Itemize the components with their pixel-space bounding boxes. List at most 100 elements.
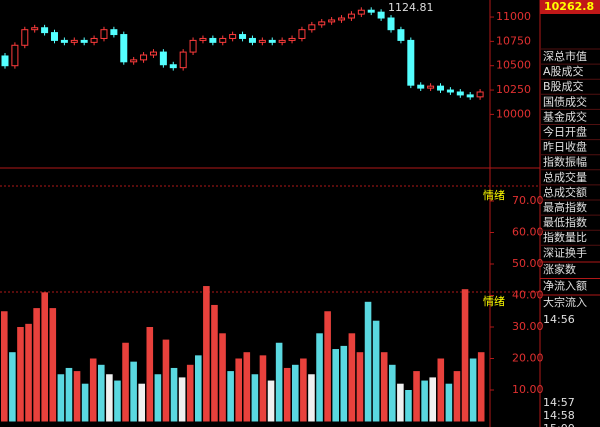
bar xyxy=(49,308,57,422)
stat-label: 最低指数 xyxy=(543,215,587,229)
candle-body xyxy=(60,39,68,43)
bar xyxy=(356,352,364,422)
bar xyxy=(170,367,178,422)
bar xyxy=(275,342,283,422)
bar xyxy=(203,286,210,422)
candle-body xyxy=(258,39,266,43)
bar xyxy=(364,301,372,422)
y-tick-label: 70.00 xyxy=(512,194,544,207)
bar xyxy=(477,352,485,422)
stat-label: 总成交额 xyxy=(543,185,587,199)
candle-body xyxy=(41,27,49,34)
stat-label: B股成交 xyxy=(543,79,584,93)
candle-body xyxy=(219,37,227,43)
bar xyxy=(57,374,65,422)
candle-body xyxy=(308,24,316,31)
candle-body xyxy=(268,39,276,43)
bar xyxy=(348,333,356,422)
bar xyxy=(9,352,16,422)
y-tick-label: 10.00 xyxy=(512,383,544,396)
candle-body xyxy=(338,17,346,21)
candle-body xyxy=(31,27,39,31)
pane-label: 情绪 xyxy=(483,188,505,202)
bar xyxy=(389,364,396,422)
bar xyxy=(405,390,412,422)
bar xyxy=(154,374,162,422)
stat-label: 深证换手 xyxy=(543,245,587,259)
candle-body xyxy=(387,17,395,31)
annotation: 1124.81 xyxy=(388,1,434,14)
y-tick-label: 50.00 xyxy=(512,257,544,270)
candle-body xyxy=(90,37,98,43)
stat-label: 国债成交 xyxy=(543,94,587,108)
stat-label: 基金成交 xyxy=(543,109,587,123)
candle-body xyxy=(120,34,128,63)
y-tick-label: 60.00 xyxy=(512,226,544,239)
candle-body xyxy=(159,51,167,66)
bar xyxy=(429,377,436,422)
bar xyxy=(162,339,170,422)
candle-body xyxy=(110,29,118,36)
y-tick-label: 40.00 xyxy=(512,289,544,302)
stat-label: 指数振幅 xyxy=(543,155,587,169)
candle-body xyxy=(466,94,474,98)
candle-body xyxy=(427,85,435,89)
stat-label: 深总市值 xyxy=(543,49,587,63)
candle-body xyxy=(288,37,296,41)
candle-body xyxy=(446,89,454,93)
candle-body xyxy=(318,21,326,26)
time-label: 14:58 xyxy=(543,409,575,422)
candle-body xyxy=(407,39,415,86)
bar xyxy=(283,367,291,422)
candle-body xyxy=(189,39,197,53)
stat-label: 昨日收盘 xyxy=(543,140,587,154)
bar xyxy=(292,364,299,422)
bar xyxy=(453,371,461,422)
y-tick-label: 10750 xyxy=(496,34,531,47)
candle-body xyxy=(80,39,88,43)
bar xyxy=(413,371,420,422)
bar xyxy=(251,374,259,422)
bar xyxy=(332,349,339,422)
bar xyxy=(178,377,186,422)
stat-label: A股成交 xyxy=(543,64,584,78)
bar xyxy=(243,352,251,422)
y-tick-label: 11000 xyxy=(496,10,531,23)
bar xyxy=(316,333,323,422)
candle-body xyxy=(199,37,207,41)
bar xyxy=(437,358,445,422)
candle-body xyxy=(328,19,336,23)
candle-body xyxy=(367,9,375,13)
bar xyxy=(98,364,105,422)
bar xyxy=(324,311,331,422)
candle-body xyxy=(476,91,484,98)
bar xyxy=(81,383,89,422)
y-tick-label: 10250 xyxy=(496,83,531,96)
flow-label: 大宗流入 xyxy=(543,295,587,309)
bar xyxy=(186,364,194,422)
bar xyxy=(1,311,8,422)
bar xyxy=(397,383,404,422)
time-label: 14:57 xyxy=(543,396,575,409)
bar xyxy=(146,327,154,422)
flow-label: 涨家数 xyxy=(543,262,576,276)
candle-body xyxy=(239,34,247,39)
bar xyxy=(130,361,137,422)
bar xyxy=(106,374,113,422)
bar xyxy=(308,374,315,422)
candle-body xyxy=(21,29,29,46)
bar xyxy=(219,333,226,422)
bar xyxy=(211,304,218,422)
bar xyxy=(17,327,24,422)
candle-body xyxy=(1,55,9,67)
candle-body xyxy=(50,32,58,41)
bar xyxy=(445,383,453,422)
bar xyxy=(89,358,97,422)
bar xyxy=(138,383,145,422)
stat-label: 总成交量 xyxy=(543,170,587,184)
stat-label: 最高指数 xyxy=(543,200,587,214)
candle-body xyxy=(377,11,385,19)
last-price: 10262.8 xyxy=(544,0,594,13)
